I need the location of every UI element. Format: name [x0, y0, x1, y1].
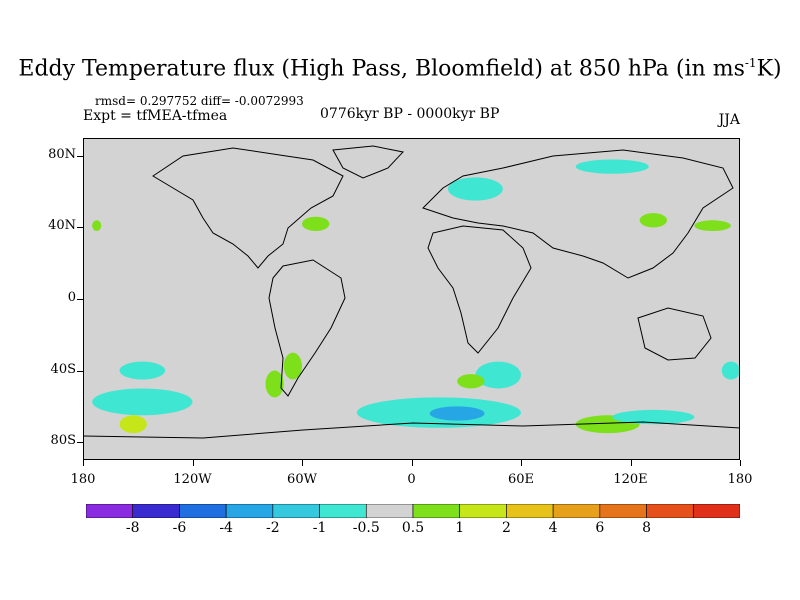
colorbar-swatch — [412, 504, 461, 518]
anomaly-region-11 — [475, 361, 521, 389]
anomaly-region-17 — [721, 361, 740, 380]
colorbar-swatch — [86, 504, 134, 518]
y-tick-mark — [77, 370, 83, 372]
colorbar-swatch — [225, 504, 274, 518]
period-label: 0776kyr BP - 0000kyr BP — [320, 106, 500, 122]
coast-africa — [427, 225, 532, 354]
colorbar-label: -8 — [125, 520, 140, 536]
x-tick-mark — [521, 460, 522, 466]
y-tick-mark — [77, 227, 83, 229]
x-tick-mark — [192, 460, 194, 466]
colorbar-swatch — [552, 504, 601, 518]
y-tick-mark — [77, 299, 83, 300]
coast-eurasia — [422, 149, 734, 279]
colorbar-swatch — [319, 504, 367, 518]
colorbar-swatch — [365, 504, 414, 518]
colorbar — [86, 504, 740, 518]
colorbar-label: 8 — [642, 520, 652, 536]
x-tick-label: 120E — [613, 472, 648, 487]
colorbar-swatch — [506, 504, 554, 518]
experiment-label: Expt = tfMEA-tfmea — [83, 108, 228, 124]
colorbar-swatch — [692, 504, 740, 518]
colorbar-label: 2 — [501, 520, 511, 536]
map-panel — [83, 138, 740, 460]
x-tick-mark — [740, 460, 741, 466]
colorbar-label: 6 — [595, 520, 605, 536]
y-tick-label: 80N — [48, 146, 76, 162]
colorbar-swatch — [179, 504, 227, 518]
colorbar-swatch — [132, 504, 180, 518]
anomaly-region-2 — [448, 177, 503, 201]
x-tick-label: 60W — [287, 472, 317, 487]
x-tick-label: 0 — [407, 472, 416, 487]
anomaly-region-1 — [92, 220, 102, 232]
y-tick-mark — [77, 155, 83, 157]
anomaly-region-16 — [612, 409, 695, 425]
anomaly-region-12 — [457, 374, 485, 389]
colorbar-label: -0.5 — [352, 520, 380, 536]
coast-australia — [637, 307, 712, 361]
y-tick-label: 0 — [67, 290, 76, 305]
colorbar-swatch — [599, 504, 647, 518]
colorbar-swatch — [459, 504, 507, 518]
coastlines — [83, 145, 740, 439]
plot-title: Eddy Temperature flux (High Pass, Bloomf… — [18, 56, 782, 82]
anomaly-region-0 — [302, 216, 330, 232]
stats-line: rmsd= 0.297752 diff= -0.0072993 — [95, 94, 304, 108]
colorbar-label: -6 — [172, 520, 187, 536]
map-frame — [83, 138, 740, 460]
season-label: JJA — [718, 112, 740, 128]
anomaly-region-6 — [119, 361, 166, 380]
anomaly-region-14 — [265, 370, 284, 398]
coast-greenland — [332, 145, 404, 179]
colorbar-label: -4 — [219, 520, 233, 536]
x-tick-label: 60E — [507, 472, 535, 487]
anomaly-region-5 — [694, 220, 731, 232]
y-tick-label: 40N — [48, 218, 76, 234]
x-tick-mark — [83, 460, 84, 466]
x-tick-label: 180 — [727, 472, 753, 487]
anomaly-region-3 — [575, 159, 649, 174]
y-tick-label: 40S — [50, 361, 76, 377]
colorbar-label: -2 — [266, 520, 280, 536]
coast-antarctica — [83, 421, 740, 439]
y-tick-label: 80S — [50, 433, 76, 449]
x-tick-label: 180 — [70, 472, 96, 487]
x-tick-mark — [411, 460, 413, 466]
x-tick-mark — [302, 460, 303, 466]
y-tick-mark — [77, 442, 83, 444]
anomaly-region-8 — [119, 415, 147, 434]
anomaly-region-13 — [283, 352, 302, 380]
colorbar-label: 0.5 — [401, 520, 425, 536]
anomaly-regions — [92, 159, 740, 434]
anomaly-region-4 — [639, 213, 667, 228]
colorbar-label: -1 — [312, 520, 327, 536]
x-tick-label: 120W — [173, 472, 212, 487]
coast-north-america — [152, 147, 344, 269]
colorbar-label: 1 — [455, 520, 465, 536]
anomaly-region-7 — [92, 388, 193, 416]
coast-south-america — [268, 259, 346, 397]
colorbar-swatch — [272, 504, 320, 518]
anomaly-region-10 — [429, 406, 485, 421]
colorbar-swatch — [646, 504, 694, 518]
x-tick-mark — [630, 460, 632, 466]
colorbar-label: 4 — [548, 520, 558, 536]
